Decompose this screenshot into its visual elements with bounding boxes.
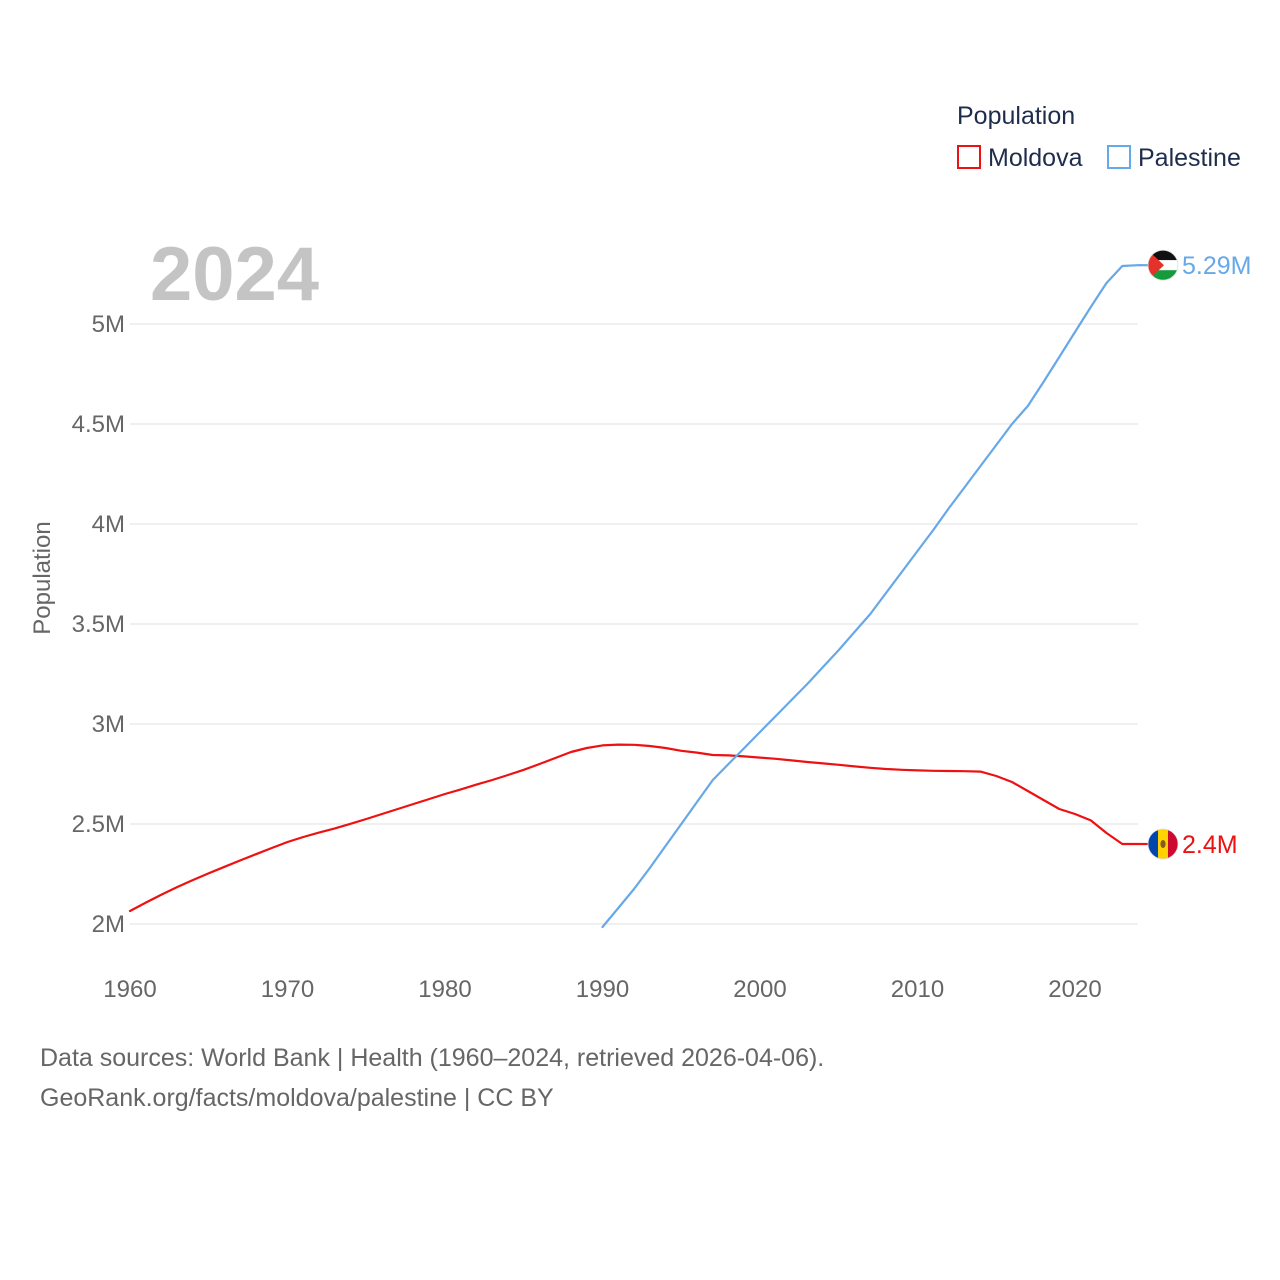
y-tick-label: 4.5M (72, 411, 125, 438)
x-tick-label: 1990 (576, 976, 629, 1003)
legend-item-moldova[interactable]: Moldova (957, 144, 1083, 172)
y-tick-label: 4M (92, 511, 125, 538)
y-tick-label: 2M (92, 911, 125, 938)
legend: Population Moldova Palestine (957, 102, 1241, 172)
x-tick-label: 2020 (1048, 976, 1101, 1003)
legend-title: Population (957, 102, 1075, 130)
end-value-label-moldova: 2.4M (1182, 831, 1238, 859)
y-axis-title: Population (29, 521, 56, 634)
y-tick-label: 3.5M (72, 611, 125, 638)
x-tick-label: 1970 (261, 976, 314, 1003)
x-tick-label: 2000 (733, 976, 786, 1003)
legend-item-palestine[interactable]: Palestine (1107, 144, 1241, 172)
gridlines (130, 323, 1138, 925)
y-tick-label: 2.5M (72, 811, 125, 838)
legend-swatch-palestine (1107, 145, 1131, 169)
x-axis-ticks: 1960 1970 1980 1990 2000 2010 2020 (103, 976, 1101, 1003)
legend-label-palestine: Palestine (1138, 144, 1241, 172)
series-line-moldova (128, 743, 1140, 913)
x-tick-label: 2010 (891, 976, 944, 1003)
x-tick-label: 1980 (418, 976, 471, 1003)
series-line-palestine (601, 264, 1140, 929)
series-lines (128, 264, 1140, 929)
y-tick-label: 3M (92, 711, 125, 738)
legend-swatch-moldova (957, 145, 981, 169)
palestine-flag-icon (1147, 249, 1179, 281)
x-tick-label: 1960 (103, 976, 156, 1003)
moldova-flag-icon (1147, 828, 1179, 860)
end-value-label-palestine: 5.29M (1182, 252, 1251, 280)
footer-source: Data sources: World Bank | Health (1960–… (40, 1044, 825, 1072)
end-labels: 2.4M 5.29M (1138, 249, 1251, 860)
legend-label-moldova: Moldova (988, 144, 1083, 172)
y-tick-label: 5M (92, 311, 125, 338)
footer-credit[interactable]: GeoRank.org/facts/moldova/palestine | CC… (40, 1084, 554, 1112)
year-label: 2024 (150, 232, 319, 317)
y-axis-ticks: 2M 2.5M 3M 3.5M 4M 4.5M 5M (72, 311, 125, 938)
